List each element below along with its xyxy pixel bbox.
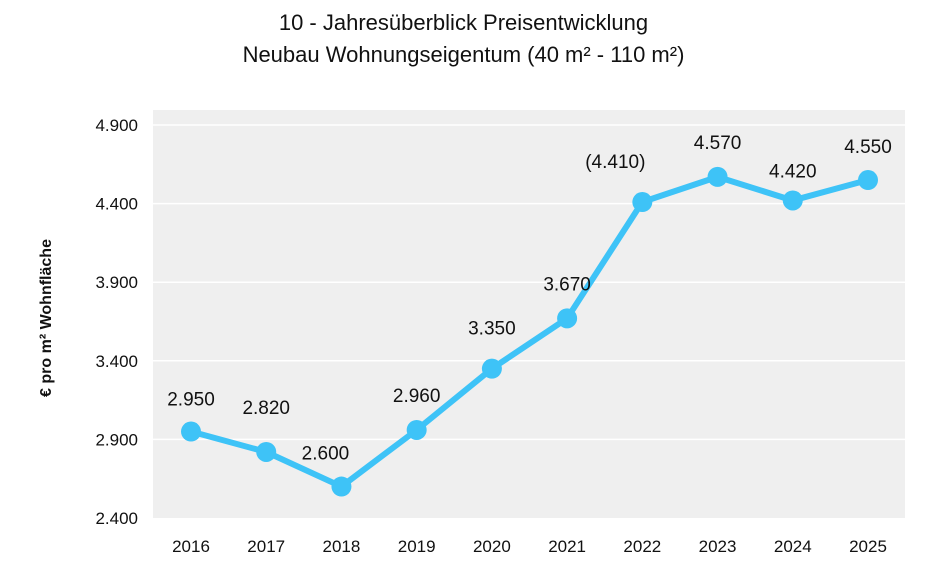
plot-area <box>153 110 905 518</box>
data-label: 2.820 <box>242 398 290 419</box>
y-tick-label: 2.900 <box>95 430 138 449</box>
x-tick-label: 2019 <box>398 537 436 556</box>
y-axis-label: € pro m² Wohnfläche <box>38 239 55 397</box>
x-tick-label: 2024 <box>774 537 812 556</box>
y-tick-label: 4.400 <box>95 195 138 214</box>
x-tick-label: 2020 <box>473 537 511 556</box>
data-point <box>331 476 352 497</box>
data-point <box>481 358 502 379</box>
data-label: 2.600 <box>302 444 350 465</box>
y-tick-label: 3.900 <box>95 273 138 292</box>
x-tick-label: 2022 <box>623 537 661 556</box>
y-tick-label: 4.900 <box>95 116 138 135</box>
data-label: (4.410) <box>585 152 645 173</box>
data-label: 2.950 <box>167 390 215 411</box>
x-tick-label: 2018 <box>323 537 361 556</box>
data-label: 4.550 <box>844 137 892 158</box>
data-point <box>256 441 277 462</box>
data-label: 3.670 <box>543 274 591 295</box>
data-label: 4.420 <box>769 161 817 182</box>
data-label: 2.960 <box>393 386 441 407</box>
data-point <box>782 190 803 211</box>
x-tick-label: 2023 <box>699 537 737 556</box>
data-point <box>181 421 201 442</box>
x-tick-label: 2021 <box>548 537 586 556</box>
chart-title-line-2: Neubau Wohnungseigentum (40 m² - 110 m²) <box>242 42 685 67</box>
data-label: 3.350 <box>468 319 516 340</box>
data-point <box>707 166 728 187</box>
series-line <box>190 173 869 490</box>
x-tick-label: 2025 <box>849 537 887 556</box>
x-tick-label: 2017 <box>247 537 285 556</box>
x-tick-label: 2016 <box>172 537 210 556</box>
y-tick-label: 2.400 <box>95 509 138 528</box>
data-point <box>406 419 427 440</box>
data-point <box>632 192 653 213</box>
y-tick-label: 3.400 <box>95 352 138 371</box>
data-point <box>557 308 578 329</box>
data-point <box>858 170 878 191</box>
data-label: 4.570 <box>694 133 742 154</box>
chart-title-line-1: 10 - Jahresüberblick Preisentwicklung <box>278 10 649 35</box>
